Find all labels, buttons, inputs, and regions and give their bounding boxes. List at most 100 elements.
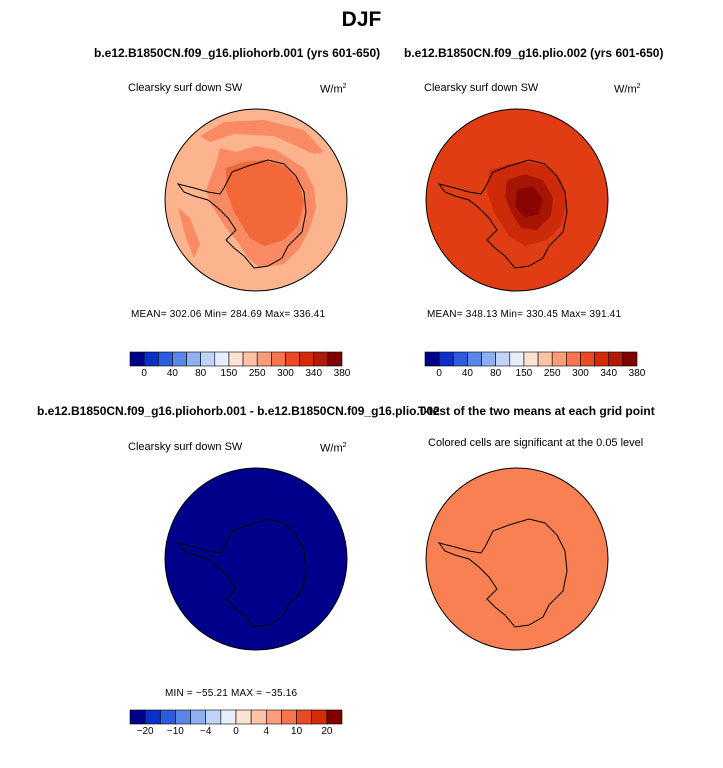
panel-1-units: W/m2: [320, 83, 347, 96]
panel-1-map-border: [164, 108, 348, 292]
colorbar-box: [311, 709, 328, 725]
colorbar-tick-label: 250: [543, 368, 561, 379]
colorbar-tick-label: 380: [333, 368, 351, 379]
colorbar-box: [481, 351, 496, 367]
panel-1-stats: MEAN= 302.06 Min= 284.69 Max= 336.41: [131, 309, 326, 320]
colorbar-box: [214, 351, 230, 367]
panel-1-title: b.e12.B1850CN.f09_g16.pliohorb.001 (yrs …: [94, 46, 381, 60]
colorbar-box: [296, 709, 313, 725]
colorbar-tick-label: 340: [305, 368, 323, 379]
colorbar-tick-label: −10: [166, 726, 184, 737]
panel-4-coastline: [437, 518, 568, 628]
panel-1-variable: Clearsky surf down SW: [128, 82, 243, 94]
colorbar-box: [523, 351, 539, 367]
colorbar-box: [285, 351, 300, 367]
panel-2-core-region: [515, 186, 543, 218]
panel-3-coastline: [176, 518, 307, 628]
panel-4-field: [426, 468, 608, 650]
panel-2-variable: Clearsky surf down SW: [424, 82, 539, 94]
colorbar-box: [608, 351, 624, 367]
colorbar-box: [186, 351, 201, 367]
colorbar-tick-label: 20: [321, 726, 333, 737]
colorbar-box: [157, 351, 173, 367]
panel-2-coastline: [437, 159, 568, 269]
colorbar-tick-label: 40: [461, 368, 473, 379]
colorbar-tick-label: 10: [291, 726, 303, 737]
colorbar-box: [566, 351, 581, 367]
colorbar-box: [143, 351, 159, 367]
panel-3-variable: Clearsky surf down SW: [128, 441, 243, 453]
panel-3-map-border: [164, 467, 348, 651]
panel-3-field: [165, 468, 347, 650]
colorbar-box: [313, 351, 329, 367]
colorbar-box: [271, 351, 286, 367]
panel-1-west-band: [178, 208, 200, 258]
panel-2-map: [425, 108, 609, 292]
colorbar-box: [424, 351, 440, 367]
panel-4-map-border: [425, 467, 609, 651]
panel-3-colorbar: [129, 709, 343, 725]
colorbar-box: [326, 709, 343, 725]
colorbar-box: [235, 709, 252, 725]
colorbar-box: [438, 351, 454, 367]
colorbar-box: [172, 351, 187, 367]
colorbar-box: [228, 351, 244, 367]
colorbar-box: [299, 351, 315, 367]
colorbar-tick-label: 0: [436, 368, 442, 379]
panel-1-northern-band: [200, 120, 324, 154]
colorbar-box: [250, 709, 267, 725]
colorbar-box: [265, 709, 282, 725]
colorbar-box: [129, 709, 146, 725]
panel-4-note: Colored cells are significant at the 0.0…: [428, 437, 644, 449]
colorbar-box: [159, 709, 176, 725]
colorbar-box: [190, 709, 207, 725]
colorbar-box: [452, 351, 468, 367]
panel-1-coastline: [176, 159, 307, 269]
colorbar-tick-label: 380: [628, 368, 646, 379]
panel-4-map: [425, 467, 609, 651]
colorbar-box: [281, 709, 297, 725]
colorbar-box: [129, 351, 145, 367]
colorbar-box: [205, 709, 222, 725]
colorbar-box: [144, 709, 161, 725]
panel-3-title: b.e12.B1850CN.f09_g16.pliohorb.001 - b.e…: [37, 404, 440, 418]
panel-2-units: W/m2: [614, 83, 641, 96]
panel-1-interior-region: [226, 160, 304, 246]
colorbar-tick-label: 80: [195, 368, 207, 379]
colorbar-tick-label: 40: [166, 368, 178, 379]
colorbar-tick-label: 340: [600, 368, 618, 379]
colorbar-box: [509, 351, 525, 367]
colorbar-tick-label: 0: [141, 368, 147, 379]
colorbar-tick-label: 80: [490, 368, 502, 379]
panel-2-map-border: [425, 108, 609, 292]
colorbar-tick-label: −20: [136, 726, 154, 737]
colorbar-tick-label: −4: [199, 726, 212, 737]
panel-1-map: [164, 108, 348, 292]
colorbar-box: [327, 351, 343, 367]
colorbar-box: [467, 351, 482, 367]
colorbar-tick-label: 300: [572, 368, 589, 379]
colorbar-box: [175, 709, 191, 725]
colorbar-box: [495, 351, 511, 367]
panel-4-title: T-test of the two means at each grid poi…: [418, 404, 655, 418]
panel-2-stats: MEAN= 348.13 Min= 330.45 Max= 391.41: [427, 309, 622, 320]
colorbar-box: [580, 351, 595, 367]
colorbar-tick-label: 250: [248, 368, 266, 379]
colorbar-tick-label: 150: [515, 368, 533, 379]
colorbar-box: [256, 351, 272, 367]
panel-2-colorbar: [424, 351, 638, 367]
colorbar-box: [242, 351, 258, 367]
colorbar-tick-label: 150: [220, 368, 238, 379]
colorbar-box: [594, 351, 610, 367]
colorbar-box: [551, 351, 567, 367]
colorbar-box: [537, 351, 553, 367]
panel-3-units: W/m2: [320, 442, 347, 455]
panel-2-title: b.e12.B1850CN.f09_g16.plio.002 (yrs 601-…: [404, 46, 664, 60]
panel-1-colorbar: [129, 351, 343, 367]
colorbar-box: [220, 709, 237, 725]
colorbar-tick-label: 0: [233, 726, 239, 737]
figure-title: DJF: [341, 8, 382, 31]
colorbar-tick-label: 300: [277, 368, 294, 379]
colorbar-box: [200, 351, 216, 367]
panel-3-map: [164, 467, 348, 651]
